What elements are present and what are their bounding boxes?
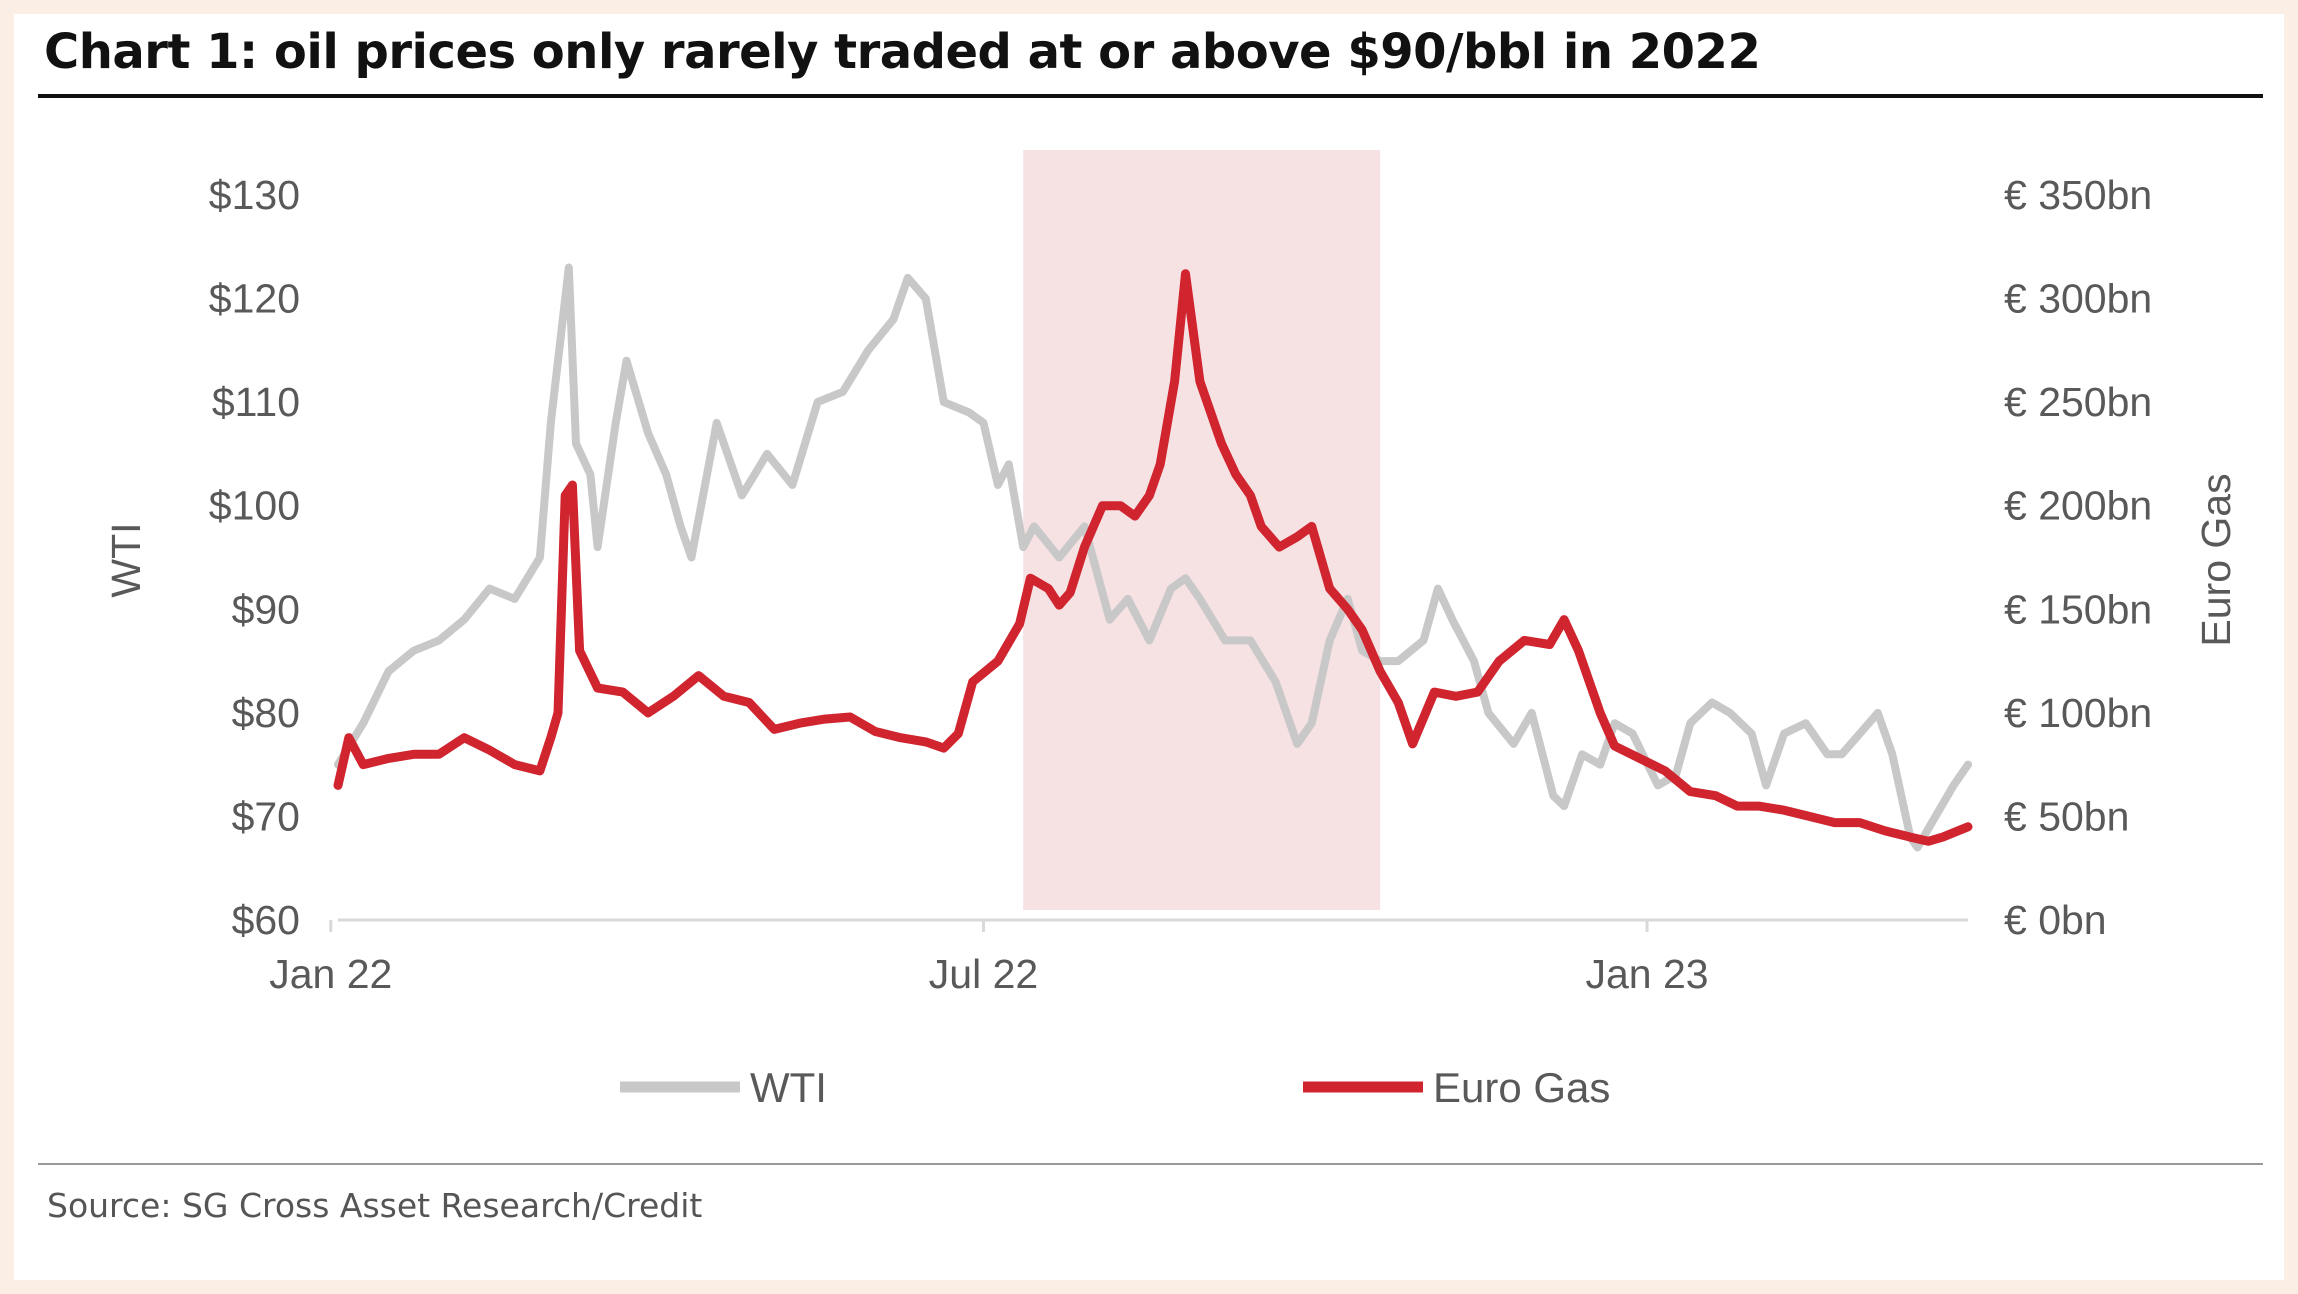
y-left-tick-label: $70 (232, 793, 300, 839)
legend-label: Euro Gas (1433, 1064, 1610, 1111)
source-note: Source: SG Cross Asset Research/Credit (47, 1186, 703, 1225)
x-tick-label: Jan 23 (1585, 951, 1708, 997)
y-right-tick-label: € 50bn (2004, 793, 2129, 839)
y-right-tick-label: € 0bn (2004, 897, 2107, 943)
legend-label: WTI (750, 1064, 827, 1111)
chart-title: Chart 1: oil prices only rarely traded a… (44, 24, 1761, 80)
y-left-tick-label: $90 (232, 586, 300, 632)
y-axis-right-label: Euro Gas (2193, 473, 2239, 646)
series-line-euro-gas (333, 269, 1973, 846)
title-divider (38, 94, 2263, 98)
y-right-tick-label: € 300bn (2004, 276, 2152, 322)
y-right-tick-label: € 200bn (2004, 483, 2152, 529)
y-right-tick-label: € 250bn (2004, 379, 2152, 425)
x-tick-label: Jan 22 (269, 951, 392, 997)
y-left-tick-label: $110 (212, 379, 300, 425)
y-left-tick-label: $80 (232, 690, 300, 736)
source-divider (38, 1163, 2263, 1165)
legend: WTI Euro Gas (620, 1064, 1610, 1111)
y-right-tick-label: € 150bn (2004, 586, 2152, 632)
x-tick-label: Jul 22 (929, 951, 1038, 997)
y-axis-left-label: WTI (103, 522, 149, 597)
y-right-tick-label: € 350bn (2004, 172, 2152, 218)
y-left-tick-label: $100 (209, 483, 300, 529)
y-right-tick-label: € 100bn (2004, 690, 2152, 736)
y-left-tick-label: $130 (209, 172, 300, 218)
series-line-wti (334, 263, 1972, 852)
y-left-tick-label: $120 (209, 276, 300, 322)
y-left-tick-label: $60 (232, 897, 300, 943)
